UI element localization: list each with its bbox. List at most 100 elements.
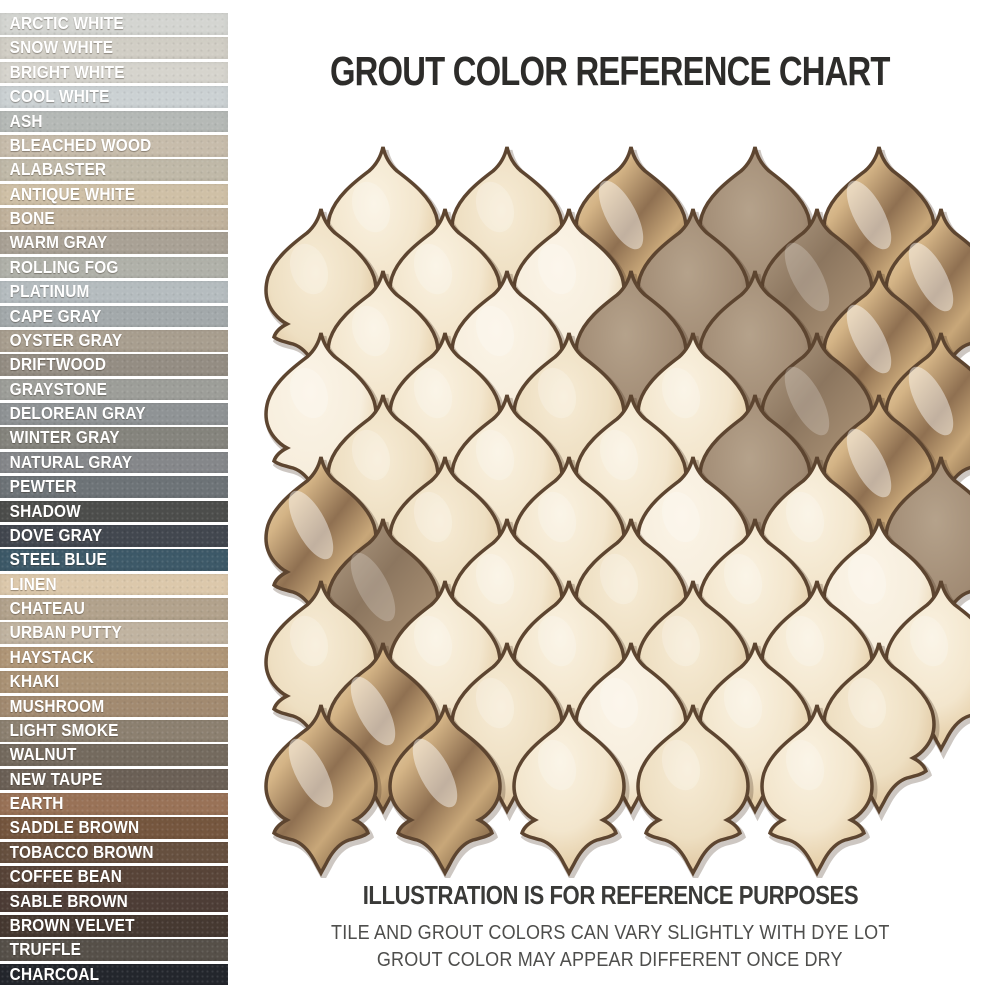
gloss-highlight	[413, 367, 453, 419]
gloss-highlight	[475, 429, 515, 481]
swatch-natural-gray: NATURAL GRAY	[0, 451, 228, 474]
swatch-label: WALNUT	[9, 744, 77, 765]
gloss-highlight	[413, 615, 453, 667]
gloss-highlight	[723, 553, 763, 605]
gloss-highlight	[785, 615, 825, 667]
gloss-highlight	[599, 677, 639, 729]
mosaic-tile	[388, 704, 506, 884]
swatch-label: GRAYSTONE	[9, 378, 108, 399]
swatch-linen: LINEN	[0, 573, 228, 596]
swatch-charcoal: CHARCOAL	[0, 963, 228, 986]
swatch-label: STEEL BLUE	[9, 549, 108, 570]
grout-color-swatch-list: ARCTIC WHITE SNOW WHITE BRIGHT WHITE COOL W…	[0, 13, 228, 988]
swatch-bright-white: BRIGHT WHITE	[0, 61, 228, 84]
swatch-label: ALABASTER	[9, 159, 107, 180]
gloss-highlight	[537, 615, 577, 667]
gloss-highlight	[785, 739, 825, 791]
swatch-bleached-wood: BLEACHED WOOD	[0, 134, 228, 157]
gloss-highlight	[475, 677, 515, 729]
footer-line-1: TILE AND GROUT COLORS CAN VARY SLIGHTLY …	[235, 921, 985, 946]
footer-line-2: GROUT COLOR MAY APPEAR DIFFERENT ONCE DR…	[235, 948, 985, 973]
swatch-label: ANTIQUE WHITE	[9, 183, 136, 204]
tile-mosaic-illustration	[258, 132, 990, 884]
swatch-label: COOL WHITE	[9, 86, 110, 107]
footer-heading: ILLUSTRATION IS FOR REFERENCE PURPOSES	[235, 880, 985, 911]
swatch-chateau: CHATEAU	[0, 598, 228, 620]
swatch-cool-white: COOL WHITE	[0, 86, 228, 108]
swatch-light-smoke: LIGHT SMOKE	[0, 719, 228, 742]
gloss-highlight	[847, 553, 887, 605]
swatch-steel-blue: STEEL BLUE	[0, 549, 228, 571]
swatch-winter-gray: WINTER GRAY	[0, 427, 228, 450]
swatch-label: BROWN VELVET	[9, 914, 135, 935]
gloss-highlight	[537, 491, 577, 543]
gloss-highlight	[661, 367, 701, 419]
swatch-platinum: PLATINUM	[0, 281, 228, 303]
metallic-highlight	[598, 180, 644, 250]
swatch-label: DELOREAN GRAY	[9, 403, 146, 423]
swatch-driftwood: DRIFTWOOD	[0, 354, 228, 376]
mosaic-tile	[636, 704, 754, 884]
swatch-rolling-fog: ROLLING FOG	[0, 256, 228, 279]
gloss-highlight	[723, 677, 763, 729]
gloss-highlight	[351, 305, 391, 357]
page-title-text: GROUT COLOR REFERENCE CHART	[330, 48, 890, 94]
gloss-highlight	[475, 553, 515, 605]
swatch-label: MUSHROOM	[9, 695, 105, 716]
gloss-highlight	[661, 491, 701, 543]
swatch-label: NATURAL GRAY	[9, 451, 133, 472]
mosaic-tile	[512, 704, 630, 884]
swatch-label: CHARCOAL	[9, 963, 100, 984]
swatch-label: WARM GRAY	[9, 232, 108, 253]
gloss-highlight	[475, 181, 515, 233]
gloss-highlight	[785, 491, 825, 543]
gloss-highlight	[351, 181, 391, 233]
gloss-highlight	[351, 429, 391, 481]
swatch-snow-white: SNOW WHITE	[0, 37, 228, 60]
metallic-highlight	[350, 676, 396, 746]
metallic-highlight	[350, 552, 396, 622]
swatch-label: LINEN	[9, 573, 57, 594]
footer-disclaimer: ILLUSTRATION IS FOR REFERENCE PURPOSES T…	[235, 880, 985, 973]
gloss-highlight	[475, 305, 515, 357]
swatch-warm-gray: WARM GRAY	[0, 232, 228, 255]
metallic-highlight	[784, 366, 830, 436]
swatch-label: NEW TAUPE	[9, 768, 103, 789]
swatch-label: SADDLE BROWN	[9, 817, 140, 838]
swatch-tobacco-brown: TOBACCO BROWN	[0, 841, 228, 864]
gloss-highlight	[537, 739, 577, 791]
gloss-highlight	[909, 615, 949, 667]
swatch-pewter: PEWTER	[0, 476, 228, 498]
swatch-mushroom: MUSHROOM	[0, 695, 228, 718]
swatch-haystack: HAYSTACK	[0, 646, 228, 669]
swatch-label: BONE	[9, 208, 55, 228]
gloss-highlight	[599, 429, 639, 481]
gloss-highlight	[289, 243, 329, 295]
gloss-highlight	[413, 491, 453, 543]
swatch-label: CHATEAU	[9, 598, 86, 618]
gloss-highlight	[847, 677, 887, 729]
swatch-label: KHAKI	[9, 671, 60, 692]
gloss-highlight	[537, 243, 577, 295]
swatch-coffee-bean: COFFEE BEAN	[0, 866, 228, 888]
swatch-walnut: WALNUT	[0, 744, 228, 766]
swatch-label: SHADOW	[9, 500, 81, 521]
footer-line-2-text: GROUT COLOR MAY APPEAR DIFFERENT ONCE DR…	[377, 949, 843, 971]
swatch-shadow: SHADOW	[0, 500, 228, 523]
swatch-urban-putty: URBAN PUTTY	[0, 622, 228, 645]
swatch-earth: EARTH	[0, 793, 228, 815]
swatch-label: CAPE GRAY	[9, 305, 102, 326]
gloss-highlight	[661, 615, 701, 667]
swatch-label: TRUFFLE	[9, 939, 82, 960]
swatch-new-taupe: NEW TAUPE	[0, 768, 228, 791]
swatch-bone: BONE	[0, 208, 228, 230]
gloss-highlight	[537, 367, 577, 419]
footer-line-1-text: TILE AND GROUT COLORS CAN VARY SLIGHTLY …	[330, 922, 890, 944]
swatch-label: HAYSTACK	[9, 646, 95, 667]
page-title: GROUT COLOR REFERENCE CHART	[235, 48, 985, 95]
gloss-highlight	[289, 367, 329, 419]
swatch-label: TOBACCO BROWN	[9, 841, 154, 862]
swatch-khaki: KHAKI	[0, 671, 228, 693]
metallic-highlight	[288, 738, 334, 808]
swatch-label: OYSTER GRAY	[9, 329, 123, 350]
